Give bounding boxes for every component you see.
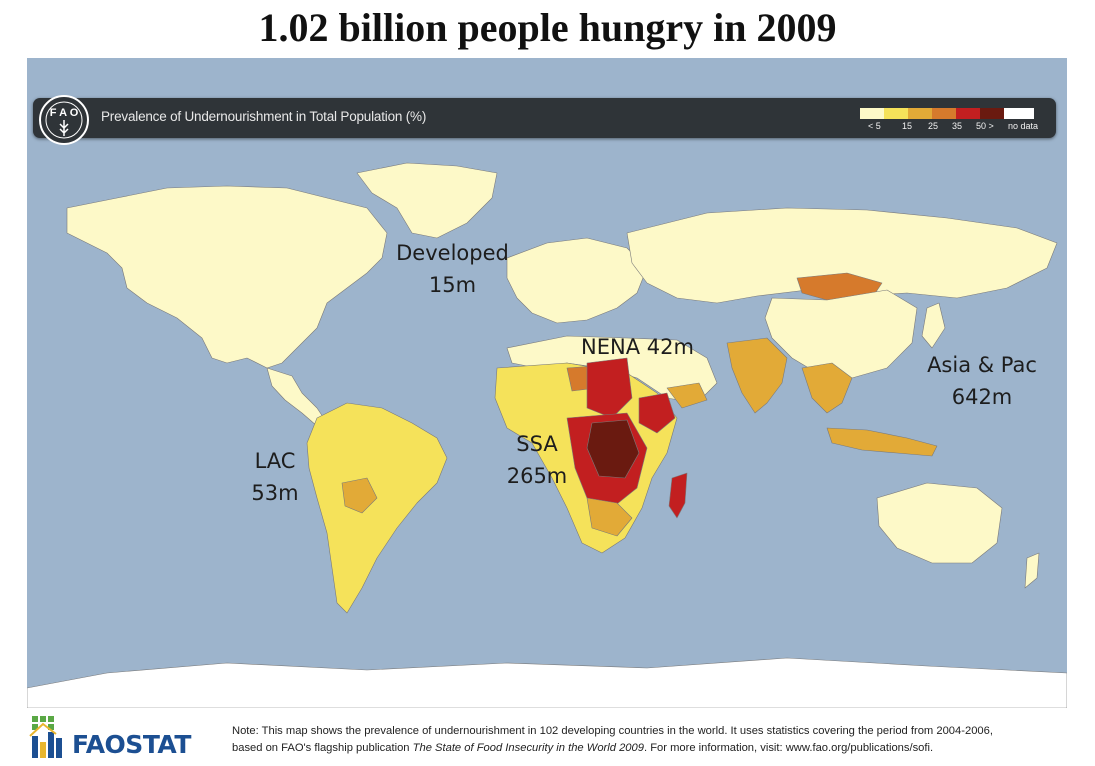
note-suffix: . For more information, visit: www.fao.o… bbox=[643, 742, 934, 754]
region-name: SSA bbox=[516, 432, 558, 456]
publication-title: The State of Food Insecurity in the Worl… bbox=[412, 742, 644, 754]
region-name: Asia & Pac bbox=[927, 353, 1037, 377]
region-value: 642m bbox=[951, 385, 1013, 409]
legend-swatch-25 bbox=[908, 108, 932, 119]
legend-label: 25 bbox=[928, 121, 939, 131]
region-name: Developed bbox=[396, 241, 509, 265]
region-label-nena: NENA 42m bbox=[570, 331, 705, 363]
legend-label: 15 bbox=[902, 121, 913, 131]
legend-label: no data bbox=[1008, 121, 1039, 131]
japan-shape bbox=[921, 302, 946, 349]
greenland-shape bbox=[356, 162, 498, 239]
region-label-ssa: SSA 265m bbox=[497, 428, 577, 492]
page-title: 1.02 billion people hungry in 2009 bbox=[258, 5, 837, 50]
sudan-red bbox=[586, 357, 633, 419]
region-value: 53m bbox=[251, 481, 299, 505]
svg-text:F A O: F A O bbox=[50, 107, 79, 119]
region-value: 15m bbox=[428, 273, 477, 297]
india-shape bbox=[726, 337, 788, 414]
south-america-shape bbox=[306, 402, 448, 614]
china-shape bbox=[764, 289, 918, 379]
madagascar-shape bbox=[668, 472, 688, 519]
region-label-asia-pac: Asia & Pac 642m bbox=[912, 349, 1052, 413]
region-value: 265m bbox=[506, 464, 568, 488]
drc-darkred bbox=[586, 419, 640, 479]
legend-swatch-lt5 bbox=[860, 108, 884, 119]
legend-label: 50 > bbox=[976, 121, 994, 131]
southern-africa-gold bbox=[586, 497, 633, 537]
legend-label: 35 bbox=[952, 121, 963, 131]
map-title: Prevalence of Undernourishment in Total … bbox=[101, 109, 427, 124]
antarctica-shape bbox=[27, 657, 1067, 708]
new-zealand-shape bbox=[1024, 552, 1040, 589]
fao-logo-icon: F A O bbox=[39, 95, 89, 145]
ethiopia-red bbox=[638, 392, 676, 434]
legend-swatch-gt50 bbox=[980, 108, 1004, 119]
footer-note: Note: This map shows the prevalence of u… bbox=[232, 723, 1082, 757]
russia-shape bbox=[626, 207, 1058, 304]
bolivia-shape bbox=[341, 477, 378, 514]
note-line-1: Note: This map shows the prevalence of u… bbox=[232, 725, 993, 737]
world-map-graphic bbox=[27, 162, 1067, 708]
region-label-lac: LAC 53m bbox=[240, 445, 310, 509]
note-prefix: based on FAO's flagship publication bbox=[232, 742, 410, 754]
legend-label: < 5 bbox=[868, 121, 881, 131]
indonesia-shape bbox=[826, 427, 938, 457]
legend-swatch-35 bbox=[932, 108, 956, 119]
map-legend bbox=[860, 108, 1034, 119]
legend-swatch-no-data bbox=[1004, 108, 1034, 119]
note-line-2: based on FAO's flagship publication The … bbox=[232, 740, 1082, 757]
yemen-shape bbox=[666, 382, 708, 409]
southeast-asia-shape bbox=[801, 362, 853, 414]
region-label-developed: Developed 15m bbox=[385, 237, 520, 301]
world-map bbox=[27, 58, 1067, 708]
region-name: LAC bbox=[254, 449, 296, 473]
legend-swatch-50 bbox=[956, 108, 980, 119]
europe-shape bbox=[506, 237, 648, 324]
faostat-brand: FAOSTAT bbox=[72, 730, 191, 759]
faostat-logo-icon bbox=[29, 716, 62, 758]
north-america-shape bbox=[66, 185, 388, 369]
legend-swatch-15 bbox=[884, 108, 908, 119]
australia-shape bbox=[876, 482, 1003, 564]
region-name: NENA 42m bbox=[581, 335, 694, 359]
